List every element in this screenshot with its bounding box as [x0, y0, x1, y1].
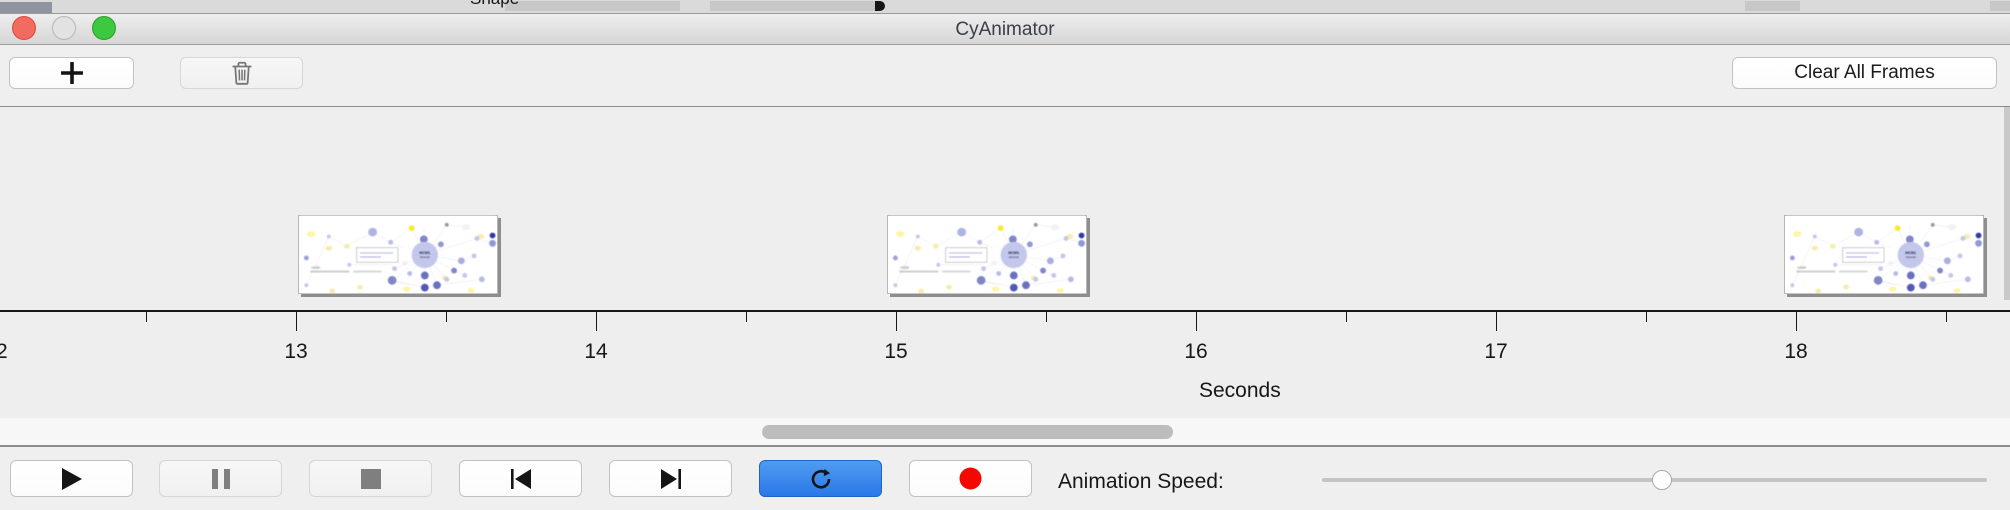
- svg-text:MCM1: MCM1: [1905, 251, 1916, 255]
- svg-text:MCM1: MCM1: [1008, 251, 1019, 255]
- svg-text:transcript: transcript: [1906, 256, 1916, 259]
- svg-text:MCM1: MCM1: [419, 251, 430, 255]
- svg-text:transcript: transcript: [420, 256, 430, 259]
- svg-text:transcript: transcript: [1009, 256, 1019, 259]
